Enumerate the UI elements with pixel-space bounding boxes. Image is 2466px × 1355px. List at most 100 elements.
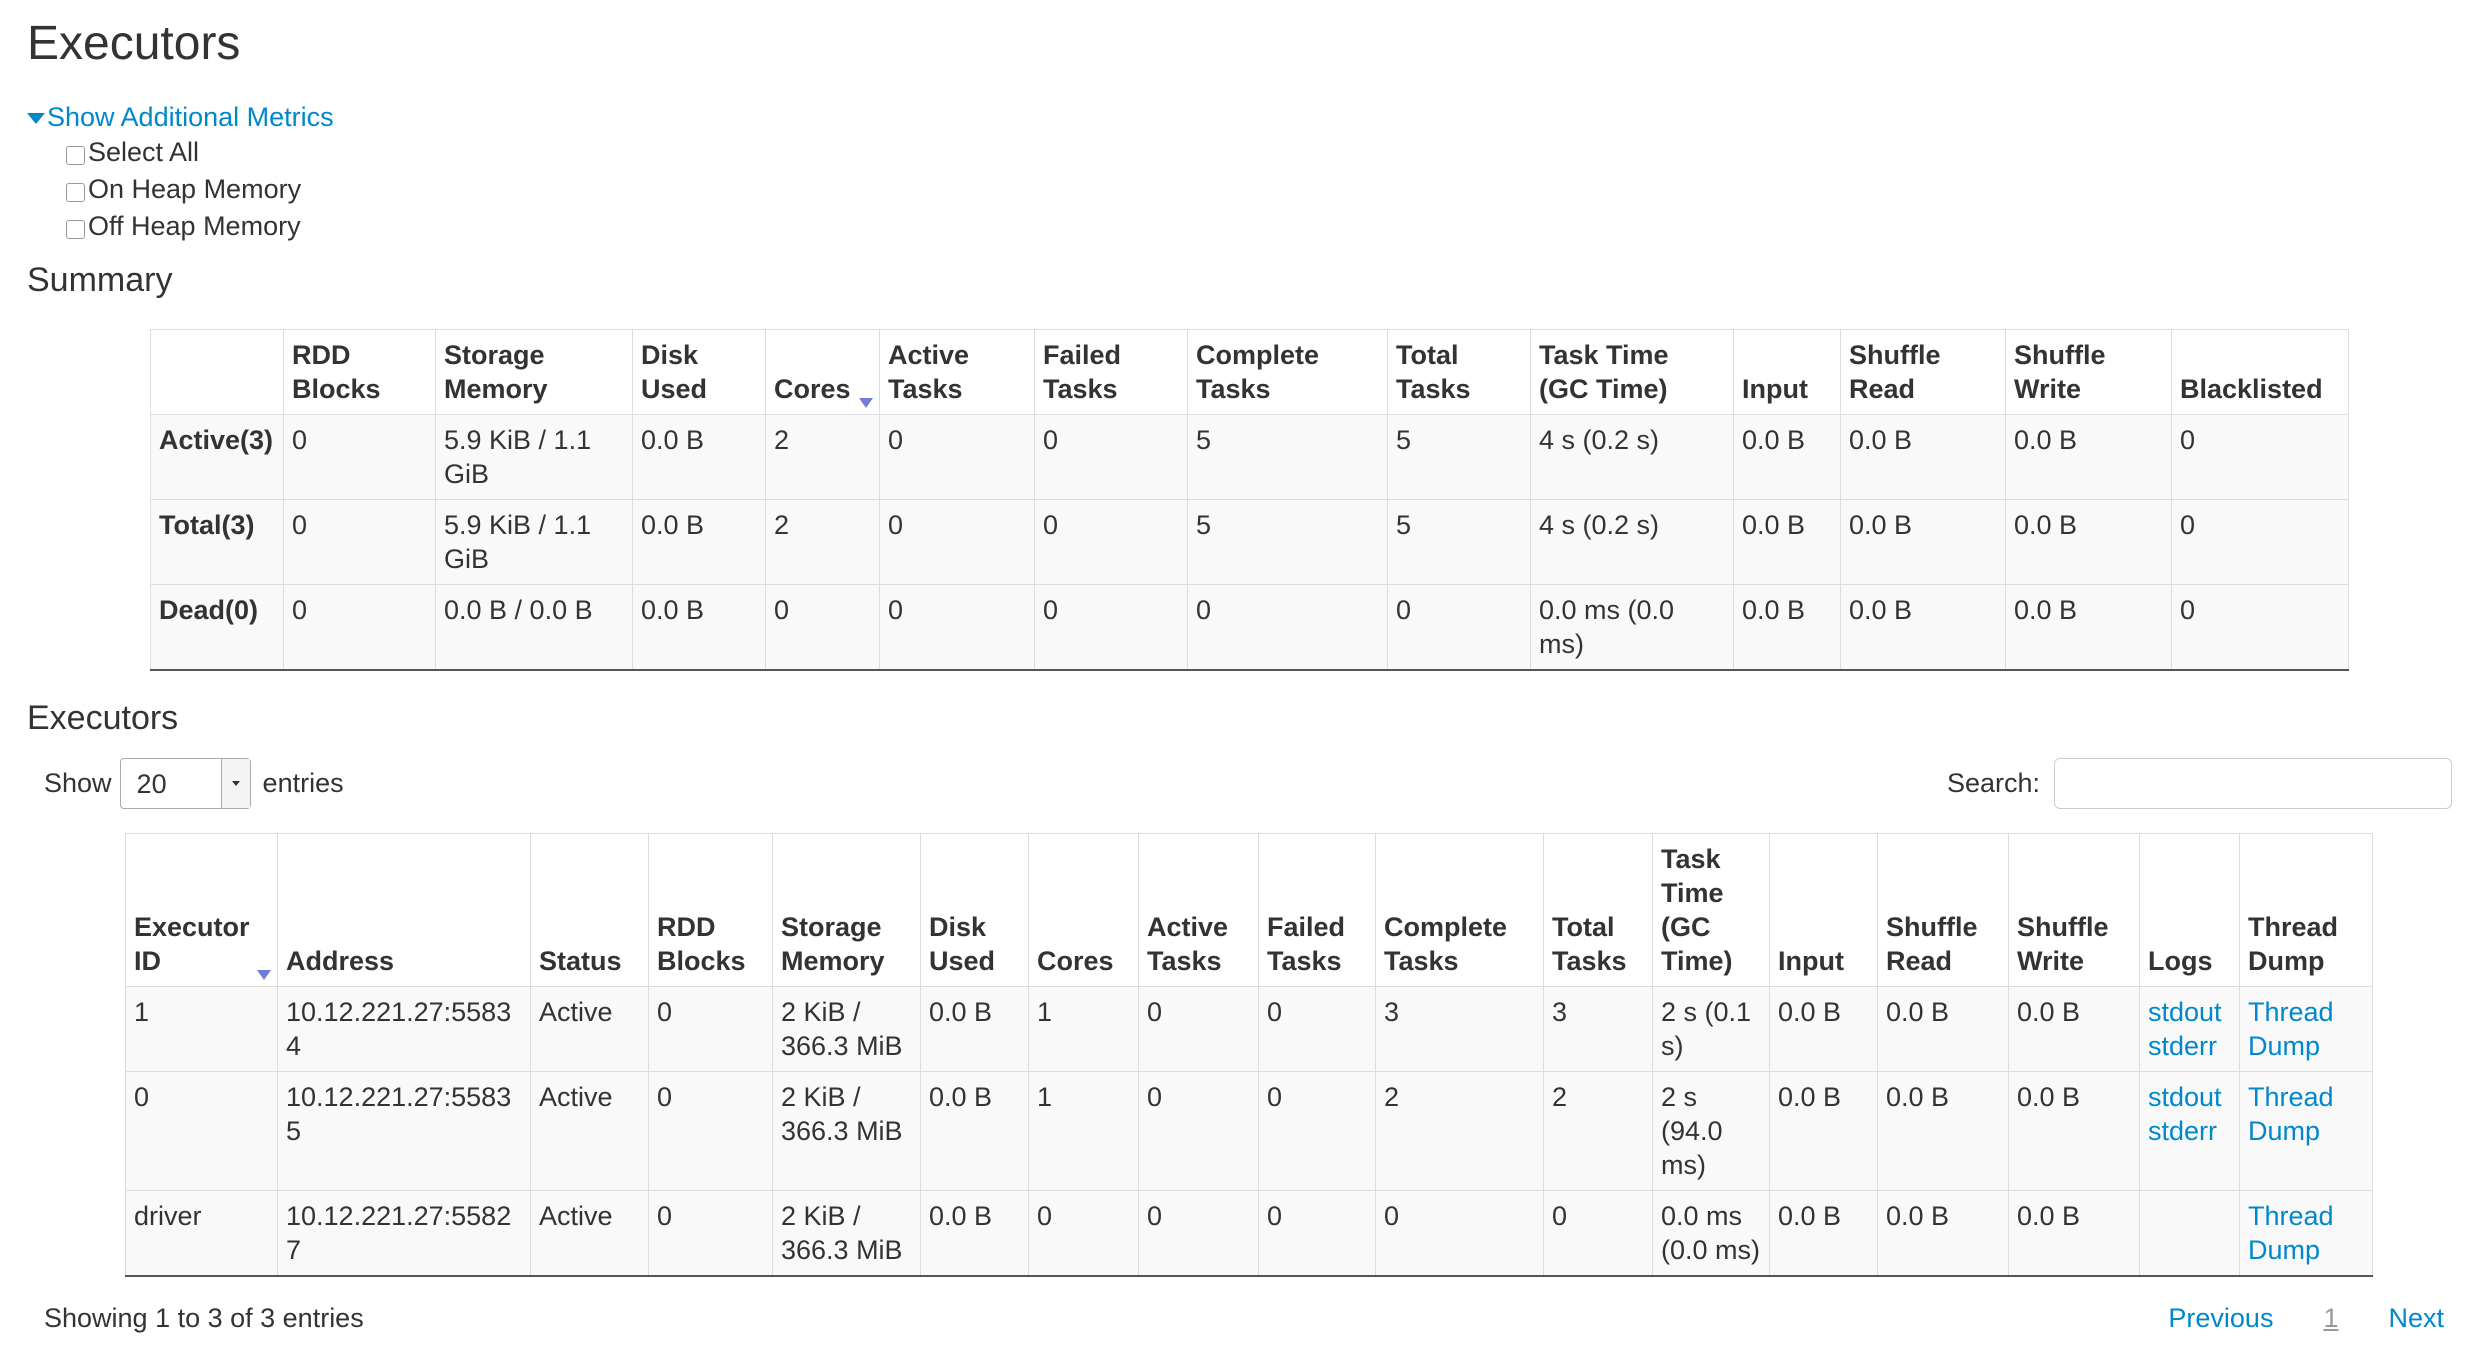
executors-heading: Executors <box>27 699 179 737</box>
table-cell: 0 <box>1258 1071 1376 1191</box>
page-1-button[interactable]: 1 <box>2323 1303 2339 1333</box>
table-cell: 0 <box>283 499 436 585</box>
table-cell: 0.0 B <box>920 986 1029 1072</box>
sort-desc-icon <box>859 398 873 408</box>
table-cell: 5.9 KiB / 1.1 GiB <box>435 414 633 500</box>
table-cell: 3 <box>1375 986 1544 1072</box>
checkbox-label: Select All <box>88 137 200 167</box>
table-cell: 0 <box>283 584 436 671</box>
on-heap-memory-checkbox[interactable]: On Heap Memory <box>66 171 2466 208</box>
table-cell: 5.9 KiB / 1.1 GiB <box>435 499 633 585</box>
page-size-select[interactable]: 20 <box>119 757 251 809</box>
column-header-status[interactable]: Status <box>530 833 649 987</box>
table-cell: 0 <box>1258 986 1376 1072</box>
log-link-stdout[interactable]: stdout <box>2148 1082 2222 1112</box>
search-input[interactable] <box>2054 757 2452 809</box>
column-header-executor-id[interactable]: Executor ID <box>125 833 278 987</box>
table-cell: 3 <box>1543 986 1653 1072</box>
row-label: Active(3) <box>150 414 284 500</box>
table-cell: 2 s (0.1 s) <box>1652 986 1770 1072</box>
table-cell: 5 <box>1387 499 1531 585</box>
select-all-checkbox[interactable]: Select All <box>66 134 2466 171</box>
executors-table: Executor ID Address Status RDD Blocks Storag… <box>125 833 2373 1277</box>
table-cell: 0.0 B <box>632 584 766 671</box>
checkbox-icon[interactable] <box>66 183 85 202</box>
table-cell: 0 <box>1375 1190 1544 1277</box>
column-header-shuffle-write[interactable]: Shuffle Write <box>2008 833 2140 987</box>
column-header-cores[interactable]: Cores <box>765 329 880 415</box>
column-header-failed-tasks[interactable]: Failed Tasks <box>1034 329 1188 415</box>
logs-cell: stdout stderr <box>2139 986 2240 1072</box>
column-header-disk-used[interactable]: Disk Used <box>920 833 1029 987</box>
table-cell: 2 <box>1543 1071 1653 1191</box>
column-header-thread-dump[interactable]: Thread Dump <box>2239 833 2373 987</box>
column-header-storage-memory[interactable]: Storage Memory <box>435 329 633 415</box>
column-header-input[interactable]: Input <box>1733 329 1841 415</box>
show-additional-metrics-toggle[interactable]: Show Additional Metrics <box>27 100 334 134</box>
table-cell: 0 <box>1028 1190 1139 1277</box>
column-header-total-tasks[interactable]: Total Tasks <box>1543 833 1653 987</box>
thread-dump-cell: Thread Dump <box>2239 1190 2373 1277</box>
column-header-blacklisted[interactable]: Blacklisted <box>2171 329 2349 415</box>
thread-dump-link[interactable]: Thread Dump <box>2248 997 2334 1061</box>
previous-button[interactable]: Previous <box>2168 1303 2274 1333</box>
table-cell: 0.0 B <box>1769 986 1878 1072</box>
table-cell: 0.0 B <box>632 414 766 500</box>
table-cell: 0 <box>283 414 436 500</box>
column-header-disk-used[interactable]: Disk Used <box>632 329 766 415</box>
table-cell: 0 <box>2171 414 2349 500</box>
column-header-task-time-gc-time[interactable]: Task Time (GC Time) <box>1530 329 1734 415</box>
column-header-complete-tasks[interactable]: Complete Tasks <box>1187 329 1388 415</box>
table-cell: 0.0 B <box>1769 1190 1878 1277</box>
table-cell: 5 <box>1387 414 1531 500</box>
column-header-shuffle-write[interactable]: Shuffle Write <box>2005 329 2172 415</box>
column-header-input[interactable]: Input <box>1769 833 1878 987</box>
table-cell: 0.0 B <box>920 1190 1029 1277</box>
table-cell: 0.0 B <box>1733 584 1841 671</box>
sort-desc-icon <box>257 970 271 980</box>
thread-dump-link[interactable]: Thread Dump <box>2248 1201 2334 1265</box>
table-cell: 0.0 B <box>920 1071 1029 1191</box>
table-cell: 0 <box>879 414 1035 500</box>
column-header-cores[interactable]: Cores <box>1028 833 1139 987</box>
column-header-blank[interactable] <box>150 329 284 415</box>
table-cell: 1 <box>1028 1071 1139 1191</box>
off-heap-memory-checkbox[interactable]: Off Heap Memory <box>66 208 2466 245</box>
column-header-rdd-blocks[interactable]: RDD Blocks <box>283 329 436 415</box>
column-header-task-time-gc-time[interactable]: Task Time (GC Time) <box>1652 833 1770 987</box>
table-cell: 0.0 B <box>1769 1071 1878 1191</box>
table-cell: 0 <box>1034 499 1188 585</box>
summary-table: RDD Blocks Storage Memory Disk Used Cores Ac… <box>150 329 2349 671</box>
column-header-complete-tasks[interactable]: Complete Tasks <box>1375 833 1544 987</box>
column-header-rdd-blocks[interactable]: RDD Blocks <box>648 833 773 987</box>
log-link-stderr[interactable]: stderr <box>2148 1031 2218 1061</box>
column-header-shuffle-read[interactable]: Shuffle Read <box>1840 329 2006 415</box>
checkbox-icon[interactable] <box>66 220 85 239</box>
table-cell: 0 <box>125 1071 278 1191</box>
table-cell: 2 <box>765 414 880 500</box>
log-link-stderr[interactable]: stderr <box>2148 1116 2218 1146</box>
table-cell: 0 <box>1138 1190 1259 1277</box>
column-header-failed-tasks[interactable]: Failed Tasks <box>1258 833 1376 987</box>
dropdown-button[interactable] <box>220 758 250 808</box>
column-header-active-tasks[interactable]: Active Tasks <box>879 329 1035 415</box>
column-header-active-tasks[interactable]: Active Tasks <box>1138 833 1259 987</box>
search-label: Search: <box>1946 768 2040 798</box>
thread-dump-cell: Thread Dump <box>2239 1071 2373 1191</box>
next-button[interactable]: Next <box>2388 1303 2444 1333</box>
table-cell: 0.0 B <box>2005 499 2172 585</box>
column-header-logs[interactable]: Logs <box>2139 833 2240 987</box>
log-link-stdout[interactable]: stdout <box>2148 997 2222 1027</box>
column-header-shuffle-read[interactable]: Shuffle Read <box>1877 833 2009 987</box>
column-header-storage-memory[interactable]: Storage Memory <box>772 833 921 987</box>
thread-dump-link[interactable]: Thread Dump <box>2248 1082 2334 1146</box>
table-cell: 4 s (0.2 s) <box>1530 414 1734 500</box>
column-header-total-tasks[interactable]: Total Tasks <box>1387 329 1531 415</box>
table-cell: 0.0 B <box>2005 414 2172 500</box>
table-cell: Active <box>530 1071 649 1191</box>
table-cell: 1 <box>125 986 278 1072</box>
checkbox-icon[interactable] <box>66 146 85 165</box>
table-cell: 0.0 B <box>1733 414 1841 500</box>
table-cell: 0 <box>879 584 1035 671</box>
column-header-address[interactable]: Address <box>277 833 531 987</box>
